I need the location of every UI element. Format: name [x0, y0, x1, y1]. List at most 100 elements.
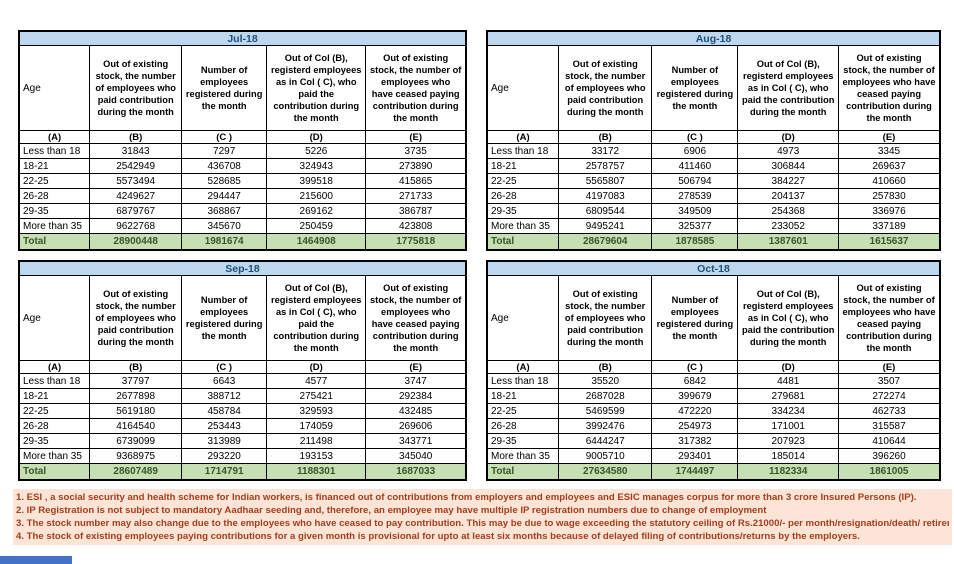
total-value-b: 28679604 — [558, 233, 653, 251]
value-cell-d: 185014 — [737, 448, 839, 464]
column-letter-b: (B) — [558, 130, 653, 144]
value-cell-c: 472220 — [651, 403, 739, 419]
value-cell-e: 3507 — [838, 373, 941, 389]
value-cell-c: 325377 — [651, 218, 739, 234]
data-row: More than 35 9368975 293220 193153 345040 — [18, 448, 467, 464]
value-cell-d: 384227 — [737, 173, 839, 189]
total-value-c: 1981674 — [181, 233, 268, 251]
column-header-c: Number of employees registered during th… — [181, 275, 268, 361]
data-row: More than 35 9622768 345670 250459 423808 — [18, 218, 467, 234]
value-cell-b: 2578757 — [558, 158, 653, 174]
data-row: 18-21 2578757 411460 306844 269637 — [486, 158, 941, 174]
total-value-e: 1861005 — [838, 463, 941, 481]
age-cell: 26-28 — [486, 418, 560, 434]
column-letter-d: (D) — [737, 360, 839, 374]
value-cell-e: 3735 — [365, 143, 467, 159]
value-cell-e: 462733 — [838, 403, 941, 419]
column-letter-a: (A) — [18, 130, 91, 144]
column-letter-e: (E) — [838, 360, 941, 374]
value-cell-c: 253443 — [181, 418, 268, 434]
value-cell-b: 2687028 — [558, 388, 653, 404]
value-cell-d: 4577 — [266, 373, 367, 389]
data-row: 26-28 3992476 254973 171001 315587 — [486, 418, 941, 434]
value-cell-c: 506794 — [651, 173, 739, 189]
value-cell-e: 386787 — [365, 203, 467, 219]
column-letter-d: (D) — [266, 130, 367, 144]
total-value-b: 28900448 — [89, 233, 183, 251]
value-cell-b: 3992476 — [558, 418, 653, 434]
column-header-b: Out of existing stock, the number of emp… — [89, 275, 183, 361]
value-cell-c: 278539 — [651, 188, 739, 204]
value-cell-d: 204137 — [737, 188, 839, 204]
footnote-4: 4. The stock of existing employees payin… — [16, 531, 860, 542]
total-value-d: 1188301 — [266, 463, 367, 481]
column-header-d: Out of Col (B), registerd employees as i… — [737, 45, 839, 131]
value-cell-b: 35520 — [558, 373, 653, 389]
value-cell-e: 432485 — [365, 403, 467, 419]
column-letter-row: (A) (B) (C ) (D) (E) — [486, 360, 941, 374]
data-row: More than 35 9005710 293401 185014 396260 — [486, 448, 941, 464]
value-cell-d: 329593 — [266, 403, 367, 419]
age-cell: 22-25 — [18, 403, 91, 419]
total-value-d: 1387601 — [737, 233, 839, 251]
total-value-c: 1744497 — [651, 463, 739, 481]
data-row: 18-21 2542949 436708 324943 273890 — [18, 158, 467, 174]
value-cell-d: 171001 — [737, 418, 839, 434]
value-cell-b: 6739099 — [89, 433, 183, 449]
total-value-e: 1687033 — [365, 463, 467, 481]
column-letter-e: (E) — [838, 130, 941, 144]
value-cell-d: 254368 — [737, 203, 839, 219]
column-header-row: Age Out of existing stock, the number of … — [486, 275, 941, 361]
value-cell-b: 4197083 — [558, 188, 653, 204]
data-row: 29-35 6809544 349509 254368 336976 — [486, 203, 941, 219]
value-cell-b: 4164540 — [89, 418, 183, 434]
column-header-row: Age Out of existing stock, the number of … — [18, 275, 467, 361]
age-cell: 29-35 — [18, 203, 91, 219]
column-header-e: Out of existing stock, the number of emp… — [365, 45, 467, 131]
age-cell: Less than 18 — [18, 373, 91, 389]
age-column-header: Age — [18, 45, 91, 131]
column-letter-e: (E) — [365, 360, 467, 374]
value-cell-c: 388712 — [181, 388, 268, 404]
column-letter-b: (B) — [89, 130, 183, 144]
value-cell-e: 423808 — [365, 218, 467, 234]
age-cell: 26-28 — [18, 418, 91, 434]
value-cell-d: 399518 — [266, 173, 367, 189]
value-cell-d: 211498 — [266, 433, 367, 449]
data-row: 29-35 6879767 368867 269162 386787 — [18, 203, 467, 219]
column-letter-row: (A) (B) (C ) (D) (E) — [18, 360, 467, 374]
value-cell-d: 207923 — [737, 433, 839, 449]
footnote-2: 2. IP Registration is not subject to man… — [16, 505, 767, 516]
total-label: Total — [18, 463, 91, 481]
total-row: Total 28900448 1981674 1464908 1775818 — [18, 233, 467, 251]
value-cell-b: 6809544 — [558, 203, 653, 219]
month-table-jul-18: Jul-18 Age Out of existing stock, the numb… — [18, 30, 467, 251]
column-header-row: Age Out of existing stock, the number of … — [18, 45, 467, 131]
total-label: Total — [18, 233, 91, 251]
column-header-c: Number of employees registered during th… — [651, 45, 739, 131]
value-cell-b: 6444247 — [558, 433, 653, 449]
footnotes-block: 1. ESI , a social security and health sc… — [13, 489, 952, 545]
total-row: Total 28607489 1714791 1188301 1687033 — [18, 463, 467, 481]
total-value-e: 1775818 — [365, 233, 467, 251]
value-cell-d: 279681 — [737, 388, 839, 404]
value-cell-e: 273890 — [365, 158, 467, 174]
data-row: 22-25 5619180 458784 329593 432485 — [18, 403, 467, 419]
age-cell: More than 35 — [486, 448, 560, 464]
month-title: Oct-18 — [486, 260, 941, 276]
column-letter-c: (C ) — [651, 130, 739, 144]
total-value-c: 1878585 — [651, 233, 739, 251]
column-header-row: Age Out of existing stock, the number of … — [486, 45, 941, 131]
value-cell-e: 415865 — [365, 173, 467, 189]
age-cell: 26-28 — [486, 188, 560, 204]
value-cell-b: 2677898 — [89, 388, 183, 404]
data-row: 26-28 4164540 253443 174059 269606 — [18, 418, 467, 434]
total-row: Total 28679604 1878585 1387601 1615637 — [486, 233, 941, 251]
value-cell-c: 528685 — [181, 173, 268, 189]
month-table-aug-18: Aug-18 Age Out of existing stock, the numb… — [486, 30, 941, 251]
value-cell-d: 324943 — [266, 158, 367, 174]
value-cell-b: 6879767 — [89, 203, 183, 219]
value-cell-e: 3747 — [365, 373, 467, 389]
column-header-c: Number of employees registered during th… — [181, 45, 268, 131]
age-cell: 22-25 — [18, 173, 91, 189]
